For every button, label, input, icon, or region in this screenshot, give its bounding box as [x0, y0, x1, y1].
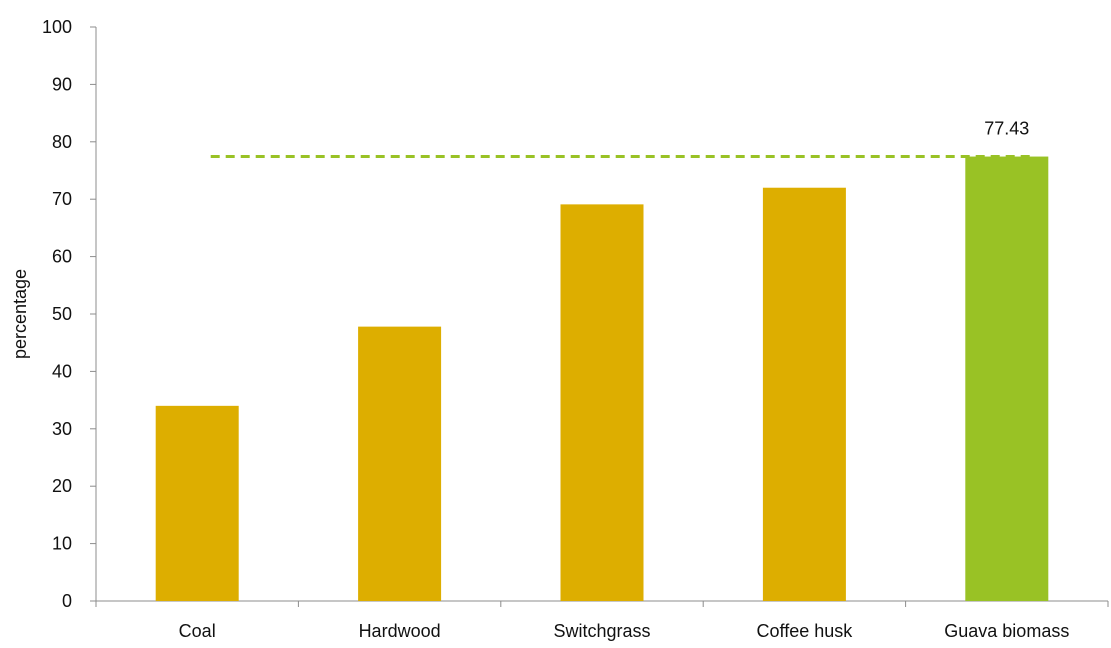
y-tick-label: 60 [52, 247, 72, 267]
y-tick-label: 0 [62, 591, 72, 611]
bar-coffee-husk [762, 187, 846, 601]
x-tick-label: Switchgrass [553, 621, 650, 641]
labels: 0 10 20 30 40 50 60 70 80 90 100 Coal Hardwood Switch… [42, 17, 1069, 641]
y-axis-title: percentage [10, 269, 30, 359]
bar-guava-biomass [965, 156, 1049, 601]
y-tick-label: 10 [52, 534, 72, 554]
y-tick-label: 70 [52, 189, 72, 209]
data-label: 77.43 [984, 119, 1029, 139]
y-tick-label: 90 [52, 74, 72, 94]
y-tick-label: 20 [52, 476, 72, 496]
x-tick-label: Guava biomass [944, 621, 1069, 641]
y-tick-label: 80 [52, 132, 72, 152]
bar-switchgrass [560, 204, 644, 601]
bars [155, 156, 1049, 601]
x-tick-label: Coffee husk [757, 621, 854, 641]
y-tick-label: 40 [52, 361, 72, 381]
y-tick-label: 100 [42, 17, 72, 37]
bar-hardwood [358, 326, 442, 601]
y-tick-label: 50 [52, 304, 72, 324]
x-tick-label: Hardwood [359, 621, 441, 641]
y-tick-label: 30 [52, 419, 72, 439]
bar-coal [155, 405, 239, 601]
x-tick-label: Coal [179, 621, 216, 641]
